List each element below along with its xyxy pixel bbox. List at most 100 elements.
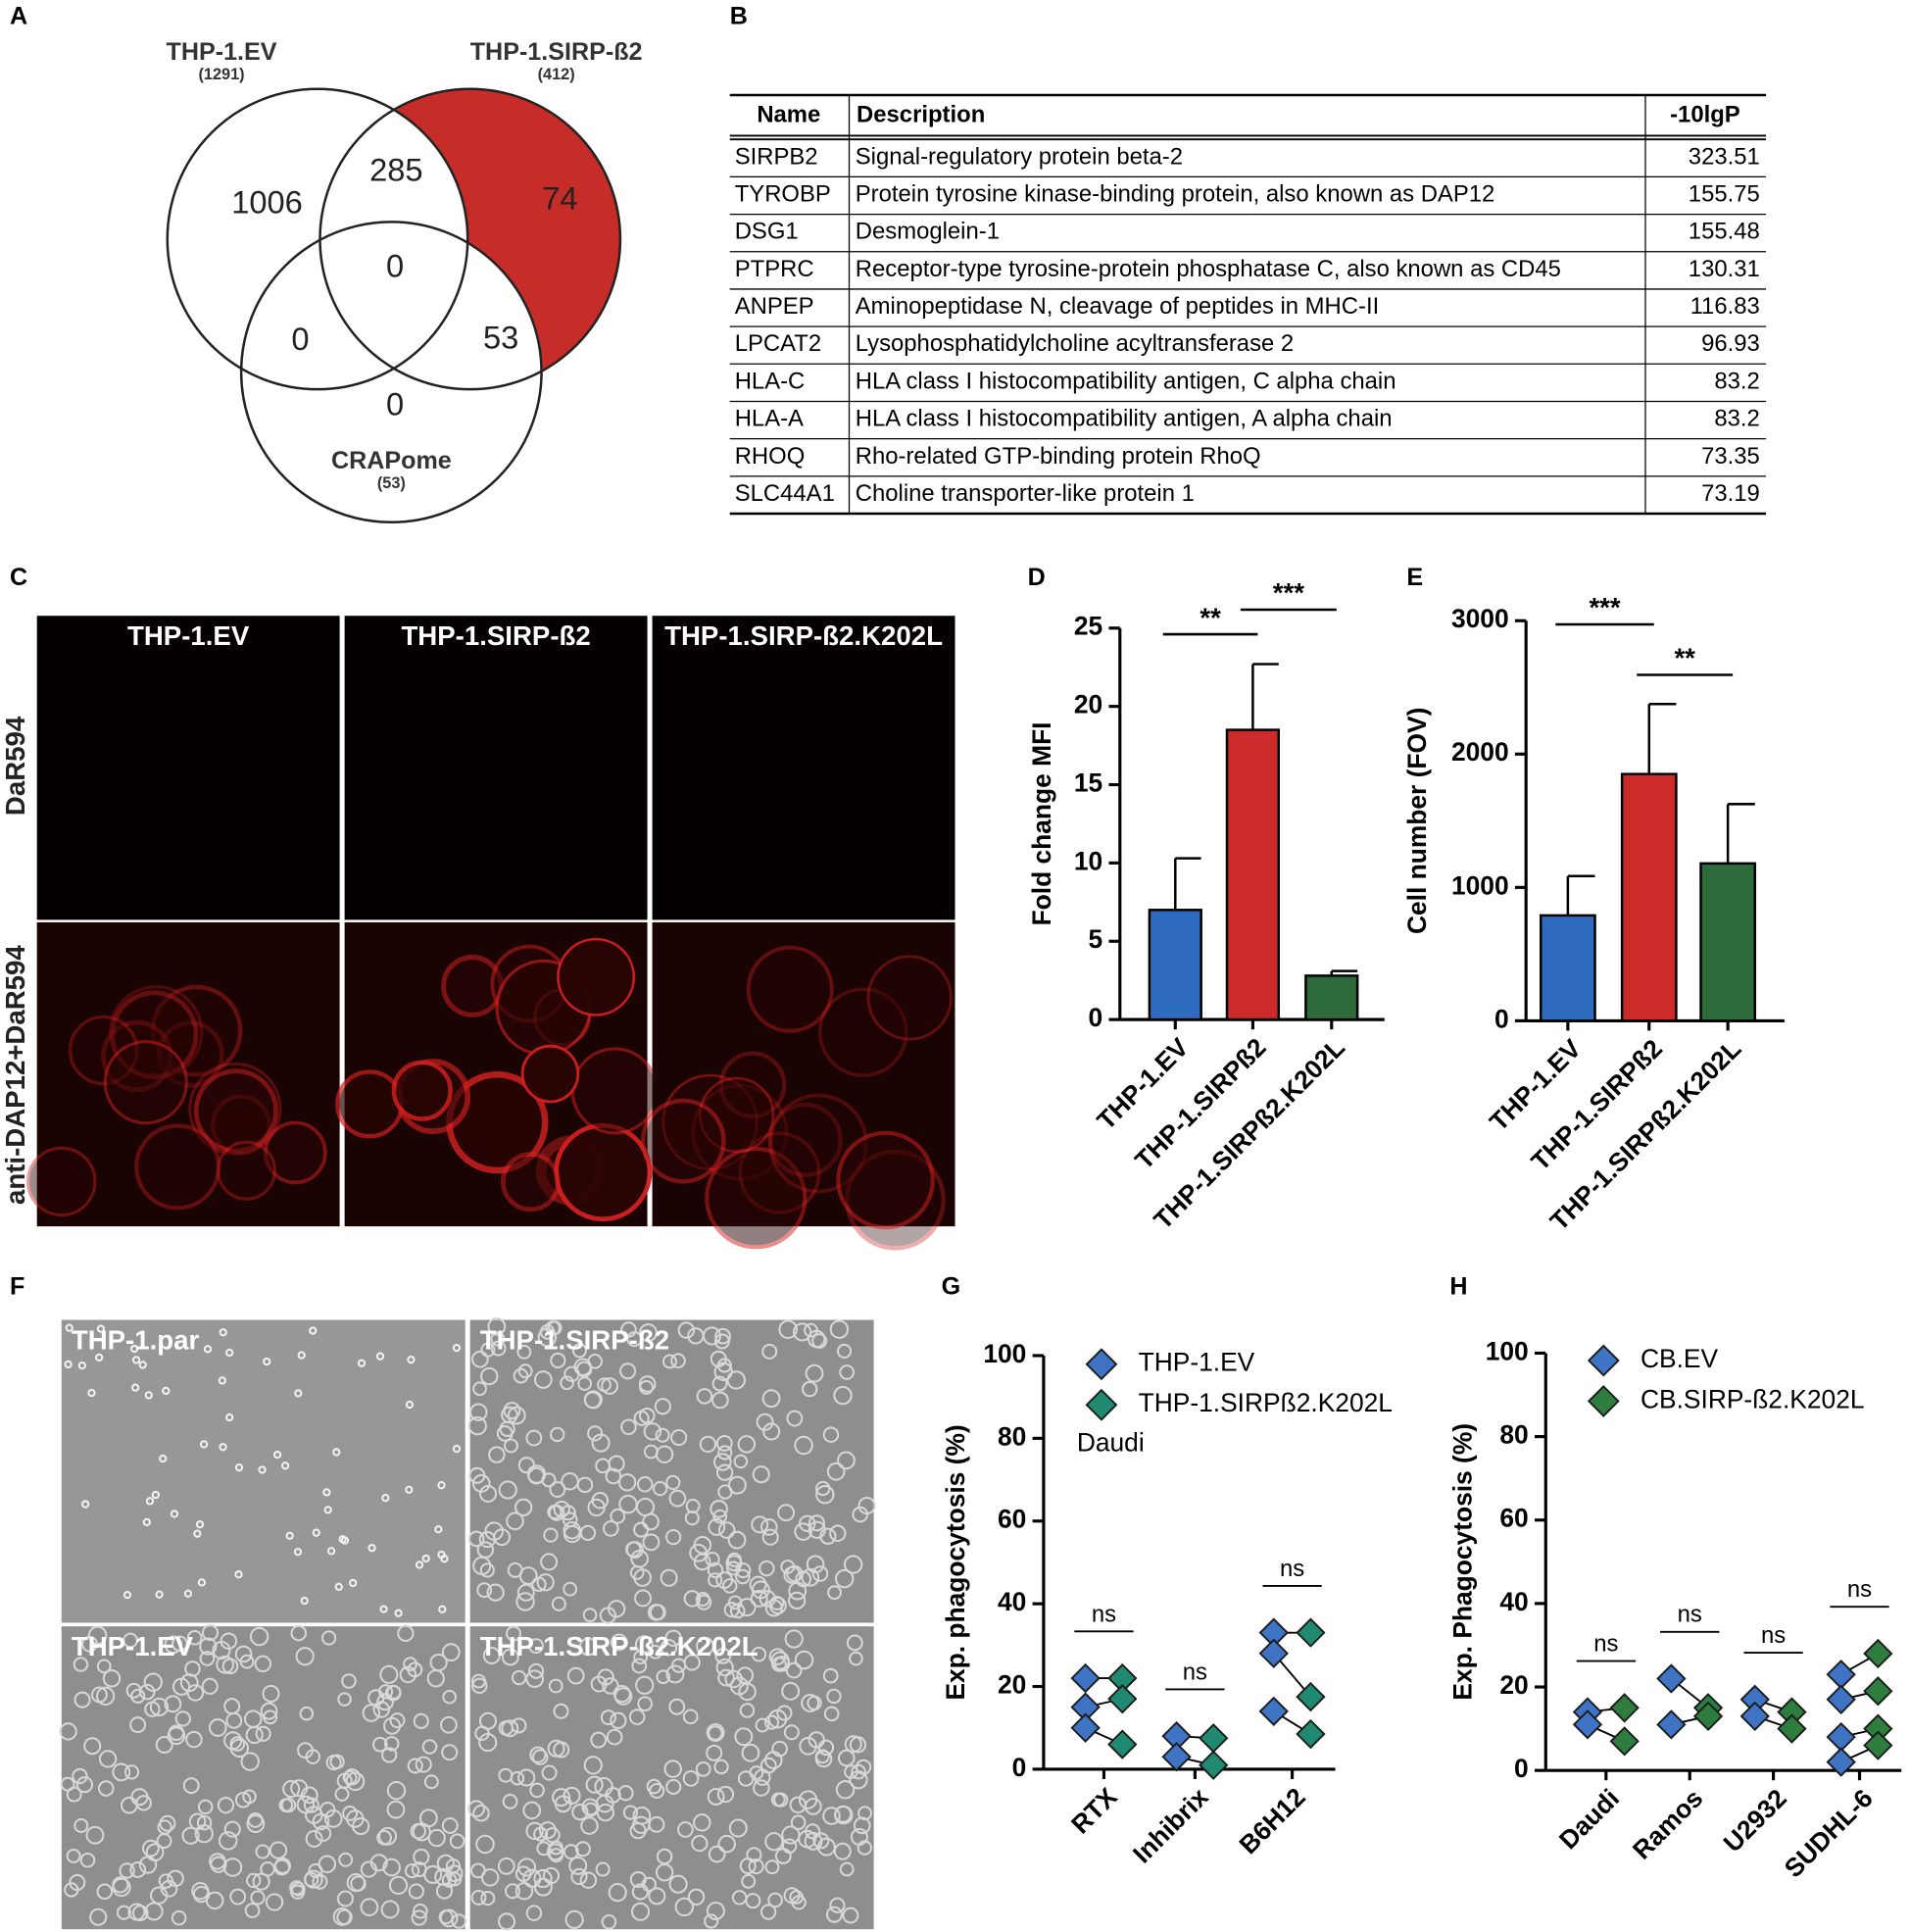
cell bbox=[138, 1856, 158, 1874]
cell bbox=[783, 1724, 800, 1741]
cell bbox=[808, 1514, 825, 1532]
cell bbox=[66, 1786, 82, 1803]
cell bbox=[759, 1560, 775, 1577]
cell bbox=[520, 1044, 580, 1104]
cell bbox=[515, 1592, 535, 1611]
cell bbox=[605, 1787, 621, 1804]
cell bbox=[576, 1476, 594, 1494]
cell bbox=[560, 1375, 574, 1391]
cell bbox=[97, 1780, 115, 1797]
cell bbox=[149, 1697, 170, 1717]
cell bbox=[219, 1328, 227, 1337]
cell bbox=[367, 1689, 385, 1707]
cell bbox=[484, 1521, 504, 1541]
cell bbox=[116, 1905, 132, 1920]
cell bbox=[349, 1578, 358, 1588]
cell bbox=[693, 1553, 711, 1571]
cell bbox=[708, 1725, 723, 1741]
cell bbox=[474, 1725, 490, 1742]
cell bbox=[571, 1343, 587, 1359]
point bbox=[1296, 1681, 1326, 1712]
cell bbox=[541, 1764, 558, 1781]
y-tick-label: 15 bbox=[1074, 768, 1102, 797]
cell bbox=[452, 1343, 462, 1353]
cell bbox=[122, 1632, 138, 1649]
point bbox=[1826, 1747, 1856, 1777]
cell bbox=[696, 1636, 714, 1656]
cell bbox=[269, 1841, 288, 1859]
cell bbox=[814, 1749, 830, 1764]
cell bbox=[408, 1883, 424, 1900]
cell bbox=[753, 1779, 770, 1797]
cell bbox=[568, 1856, 588, 1875]
cell bbox=[654, 1398, 671, 1415]
table-cell: TYROBP bbox=[735, 181, 831, 208]
panel-label: H bbox=[1449, 1273, 1467, 1301]
cell bbox=[89, 1907, 108, 1926]
cell bbox=[434, 1867, 453, 1886]
cell bbox=[225, 1348, 234, 1358]
legend-label: CB.SIRP-ß2.K202L bbox=[1641, 1384, 1865, 1413]
cell bbox=[736, 1666, 755, 1685]
cell bbox=[87, 1625, 108, 1646]
cell bbox=[472, 1805, 490, 1822]
cell bbox=[670, 1429, 688, 1447]
cell bbox=[382, 1858, 401, 1877]
cell bbox=[776, 1705, 793, 1721]
point bbox=[1070, 1712, 1101, 1743]
cell bbox=[73, 1691, 91, 1709]
cell bbox=[155, 1736, 173, 1755]
point bbox=[1258, 1638, 1289, 1668]
cell bbox=[792, 1322, 812, 1342]
cell bbox=[638, 1375, 657, 1393]
cell bbox=[718, 1051, 787, 1119]
cell bbox=[199, 1637, 218, 1656]
cell bbox=[837, 1451, 856, 1470]
cell bbox=[134, 1123, 221, 1211]
cell bbox=[413, 1848, 430, 1865]
cell bbox=[804, 1322, 818, 1338]
cell bbox=[362, 1704, 381, 1722]
cell bbox=[825, 1906, 843, 1923]
cell bbox=[249, 1626, 269, 1647]
cell bbox=[418, 1808, 438, 1828]
cell bbox=[244, 1903, 261, 1918]
cell bbox=[829, 1524, 847, 1542]
cell bbox=[218, 1376, 226, 1385]
cell bbox=[197, 1799, 214, 1815]
table-cell: LPCAT2 bbox=[735, 330, 821, 357]
cell bbox=[475, 1834, 495, 1855]
cell bbox=[833, 1842, 852, 1860]
cell bbox=[381, 1747, 398, 1763]
cell bbox=[631, 1902, 651, 1921]
cell bbox=[706, 1902, 725, 1920]
cell bbox=[563, 1581, 578, 1597]
cell bbox=[695, 1592, 710, 1607]
cell bbox=[714, 1648, 732, 1664]
cell bbox=[87, 1388, 96, 1398]
cell bbox=[280, 1797, 297, 1813]
cell bbox=[533, 1370, 553, 1389]
cell bbox=[811, 1333, 828, 1349]
cell bbox=[442, 1689, 457, 1705]
cell bbox=[141, 1839, 160, 1858]
cell bbox=[119, 1862, 135, 1879]
venn-count: 0 bbox=[386, 385, 404, 421]
cell bbox=[761, 1343, 778, 1360]
cell bbox=[517, 1363, 533, 1379]
point bbox=[1609, 1693, 1640, 1723]
cell bbox=[131, 1383, 140, 1392]
table-cell: Signal-regulatory protein beta-2 bbox=[856, 143, 1183, 170]
table-cell: HLA-A bbox=[735, 406, 804, 432]
cell bbox=[551, 1596, 566, 1611]
cell bbox=[839, 1364, 856, 1380]
cell bbox=[822, 1667, 839, 1684]
cell bbox=[665, 1778, 682, 1795]
cell bbox=[290, 1624, 308, 1642]
cell bbox=[157, 1819, 172, 1835]
cell bbox=[574, 1841, 591, 1858]
significance-label: ns bbox=[1183, 1659, 1207, 1685]
table-cell: DSG1 bbox=[735, 219, 799, 245]
cell bbox=[525, 1821, 544, 1841]
legend-marker bbox=[1085, 1388, 1118, 1421]
